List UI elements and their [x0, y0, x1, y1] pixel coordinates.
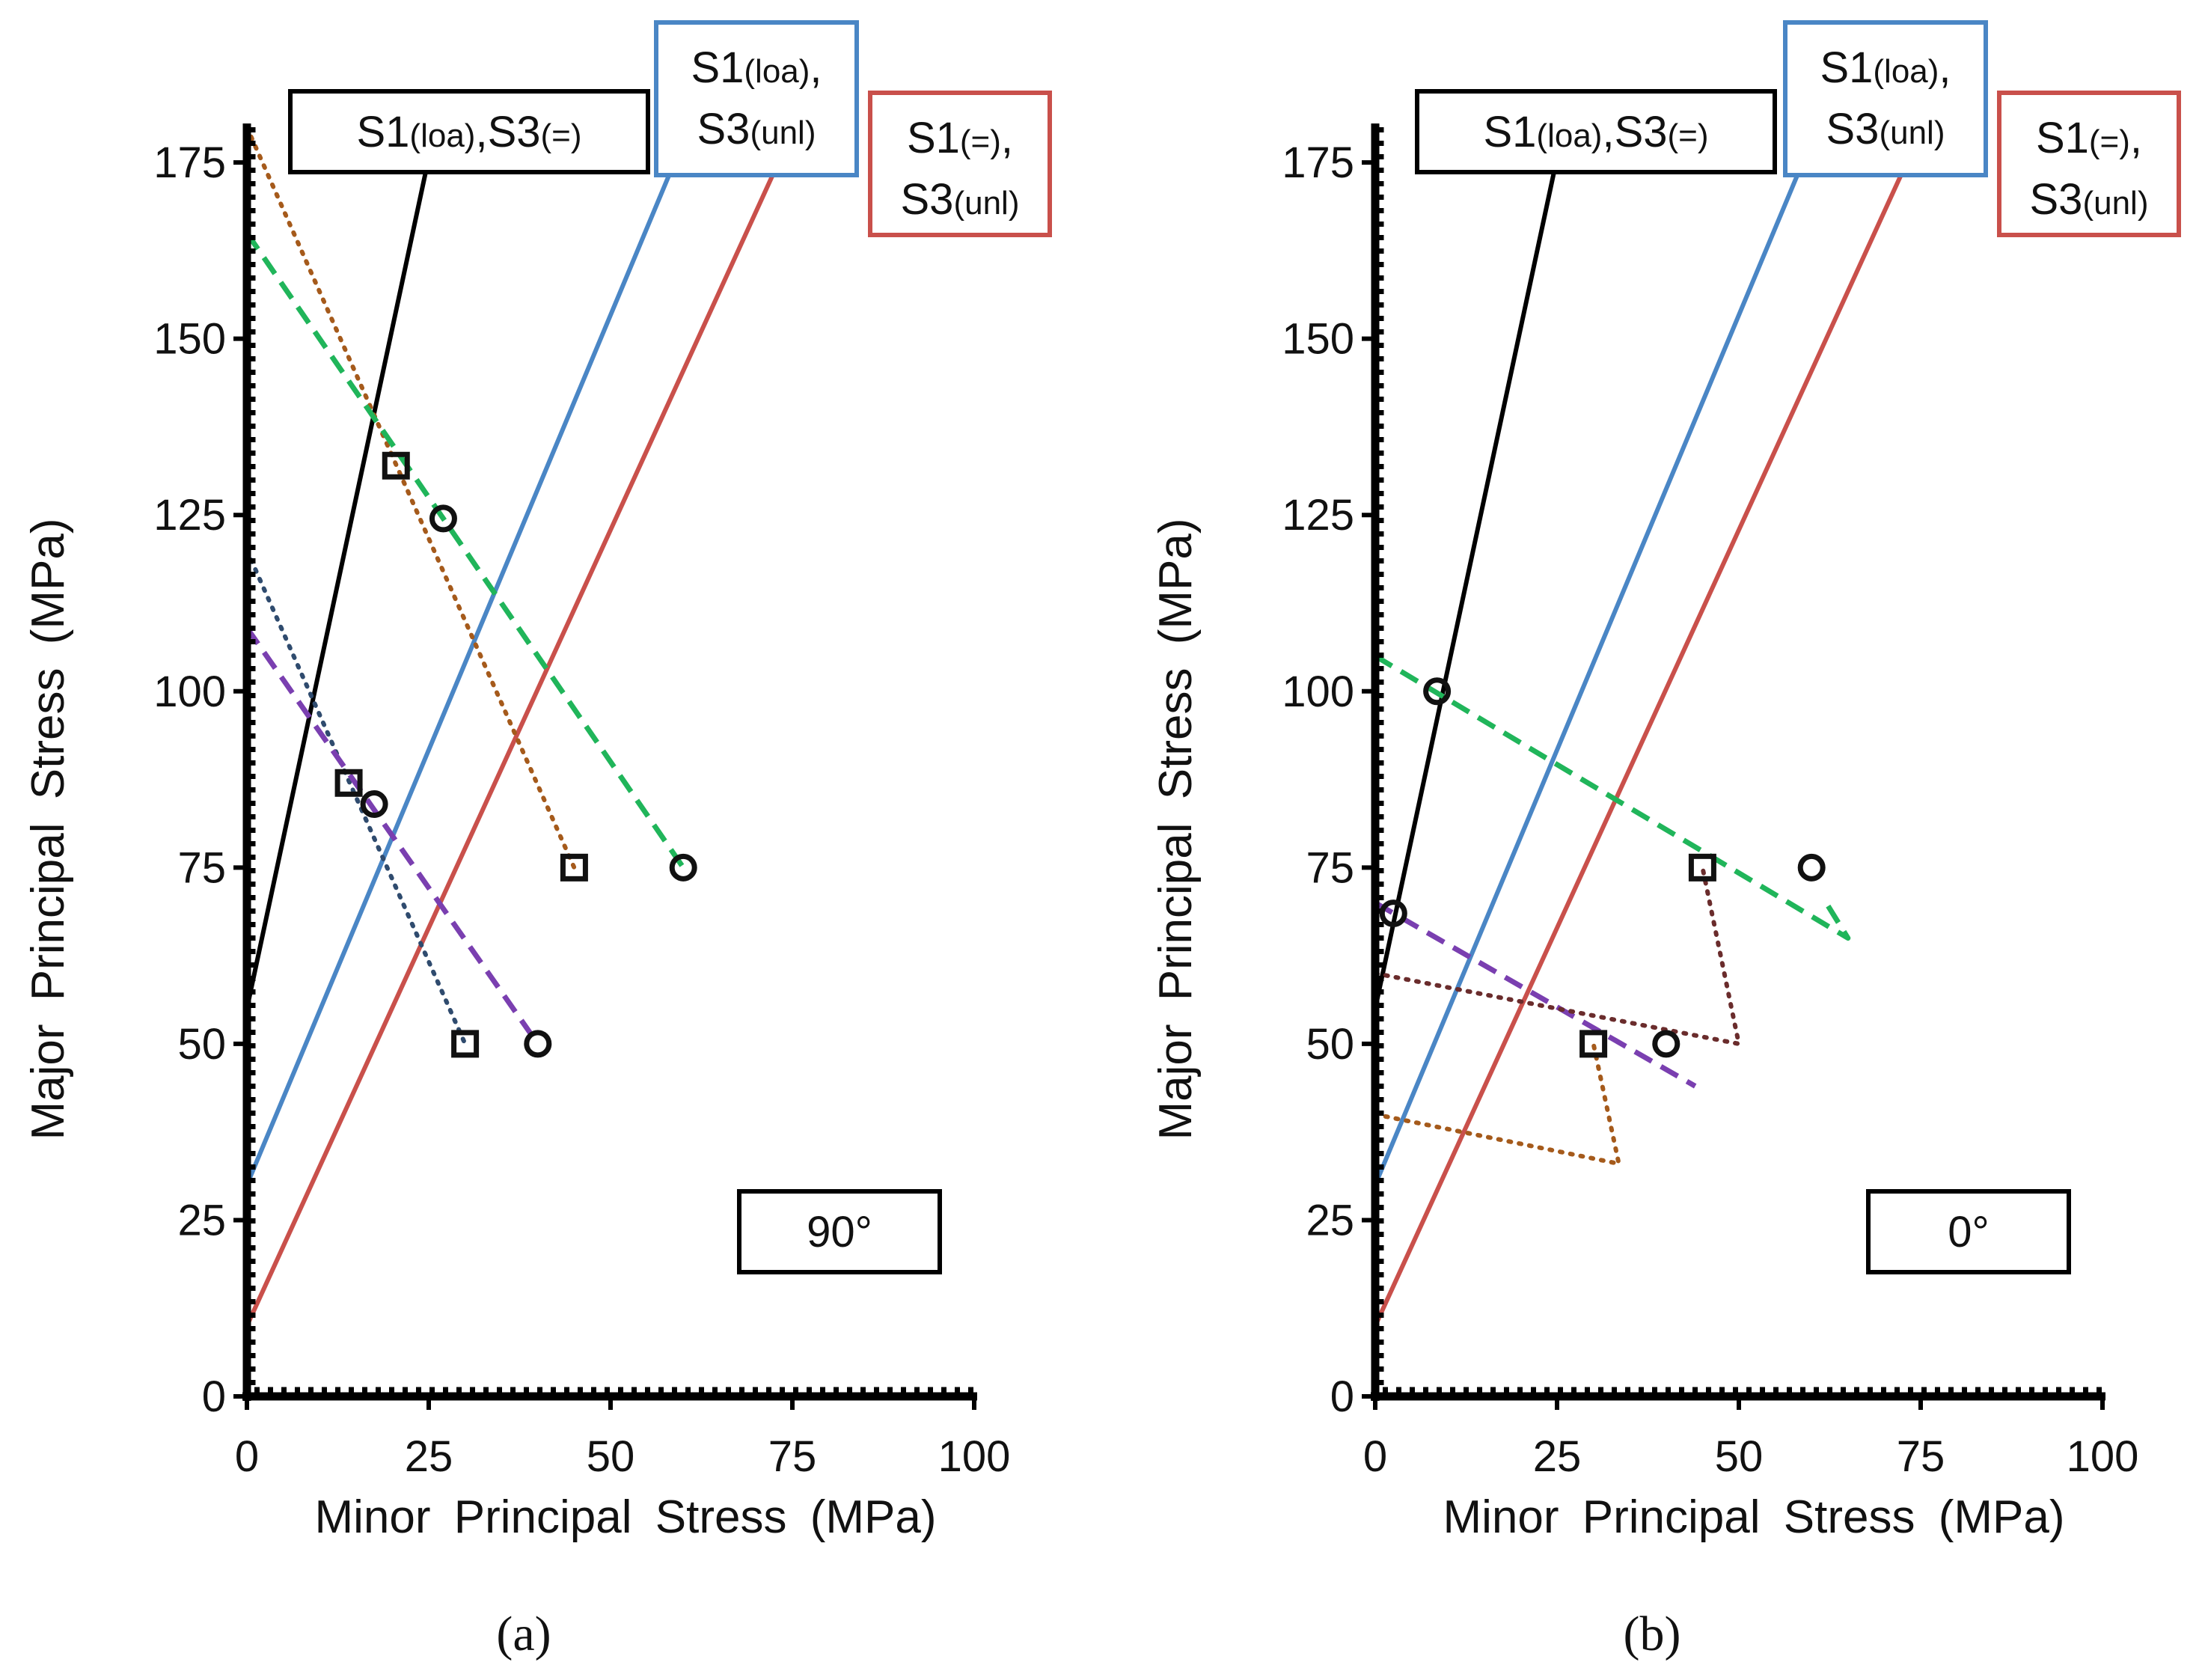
y-tick-label: 75 — [1306, 843, 1354, 892]
criterion-label-line2: S3(unl) — [1826, 105, 1945, 153]
x-tick-label: 25 — [1533, 1432, 1582, 1481]
criterion-label-line1: S1(loa), — [691, 43, 822, 92]
point-marker-square — [560, 853, 588, 882]
criterion-line-1 — [1374, 127, 1566, 1009]
point-marker-square — [382, 451, 410, 480]
plot-area — [1374, 127, 1925, 1328]
y-tick-label: 75 — [177, 843, 226, 892]
criterion-label-line2: S3(unl) — [2030, 175, 2149, 224]
x-tick-label: 25 — [405, 1432, 453, 1481]
point-marker-circle — [524, 1030, 552, 1058]
x-tick-label: 100 — [938, 1432, 1011, 1481]
y-tick-label: 175 — [153, 138, 226, 187]
series-line-1 — [1374, 653, 1851, 941]
criterion-label-text: S1(loa),S3(=) — [356, 108, 581, 156]
orientation-label: 0° — [1948, 1208, 1989, 1256]
orientation-label: 90° — [807, 1208, 872, 1256]
y-tick-label: 100 — [153, 668, 226, 716]
point-marker-circle — [1652, 1030, 1680, 1058]
y-tick-label: 0 — [1330, 1372, 1354, 1421]
y-tick-label: 25 — [1306, 1196, 1354, 1244]
series-line-3 — [1374, 865, 1741, 1046]
orientation-box — [737, 1189, 942, 1274]
y-tick-label: 175 — [1282, 138, 1354, 187]
y-axis-title: Major Principal Stress (MPa) — [1150, 519, 1202, 1140]
criterion-line-3 — [1374, 127, 1925, 1328]
y-tick-label: 0 — [202, 1372, 226, 1421]
x-tick-label: 0 — [235, 1432, 259, 1481]
series-line-2 — [245, 231, 686, 870]
criterion-line-2 — [1374, 127, 1820, 1186]
point-marker-square — [1579, 1030, 1608, 1058]
panel-label: (b) — [1624, 1607, 1681, 1661]
criterion-label-box — [288, 89, 650, 174]
y-tick-label: 125 — [153, 491, 226, 540]
y-tick-label: 100 — [1282, 668, 1354, 716]
x-tick-label: 50 — [587, 1432, 635, 1481]
x-tick-label: 75 — [768, 1432, 817, 1481]
y-tick-label: 50 — [1306, 1020, 1354, 1069]
criterion-label-line2: S3(unl) — [901, 175, 1020, 224]
point-marker-circle — [429, 504, 457, 533]
point-marker-circle — [669, 853, 697, 882]
point-marker-square — [1688, 853, 1716, 882]
criterion-label-line1: S1(=), — [907, 114, 1013, 162]
x-tick-label: 0 — [1363, 1432, 1387, 1481]
criterion-label-box — [1783, 20, 1988, 177]
criterion-label-line2: S3(unl) — [697, 105, 816, 153]
y-tick-label: 125 — [1282, 491, 1354, 540]
plot-area — [245, 127, 797, 1328]
series-line-4 — [1374, 1041, 1621, 1167]
x-axis-title: Minor Principal Stress (MPa) — [1443, 1491, 2065, 1543]
series-line-1 — [245, 127, 577, 870]
y-tick-label: 50 — [177, 1020, 226, 1069]
criterion-line-1 — [245, 127, 438, 1009]
series-line-4 — [245, 626, 540, 1045]
x-tick-label: 100 — [2067, 1432, 2139, 1481]
y-axis-title: Major Principal Stress (MPa) — [22, 519, 74, 1140]
panel-label: (a) — [496, 1607, 551, 1661]
criterion-label-box — [1997, 91, 2181, 237]
criterion-line-2 — [245, 127, 691, 1186]
point-marker-circle — [1423, 677, 1452, 706]
point-marker-circle — [1379, 899, 1407, 928]
x-tick-label: 75 — [1897, 1432, 1945, 1481]
y-tick-label: 150 — [153, 315, 226, 364]
criterion-label-box — [654, 20, 859, 177]
x-axis-title: Minor Principal Stress (MPa) — [315, 1491, 937, 1543]
criterion-label-text: S1(loa),S3(=) — [1483, 108, 1708, 156]
criterion-label-line1: S1(=), — [2036, 114, 2142, 162]
y-tick-label: 150 — [1282, 315, 1354, 364]
criterion-label-line1: S1(loa), — [1820, 43, 1951, 92]
series-line-3 — [245, 548, 468, 1046]
point-marker-square — [451, 1030, 480, 1058]
point-marker-circle — [1797, 853, 1826, 882]
criterion-line-3 — [245, 127, 797, 1328]
point-marker-circle — [360, 790, 388, 819]
orientation-box — [1866, 1189, 2071, 1274]
x-tick-label: 50 — [1715, 1432, 1764, 1481]
series-line-2 — [1374, 900, 1697, 1089]
y-tick-label: 25 — [177, 1196, 226, 1244]
criterion-label-box — [868, 91, 1052, 237]
criterion-label-box — [1415, 89, 1777, 174]
point-marker-square — [334, 769, 363, 797]
